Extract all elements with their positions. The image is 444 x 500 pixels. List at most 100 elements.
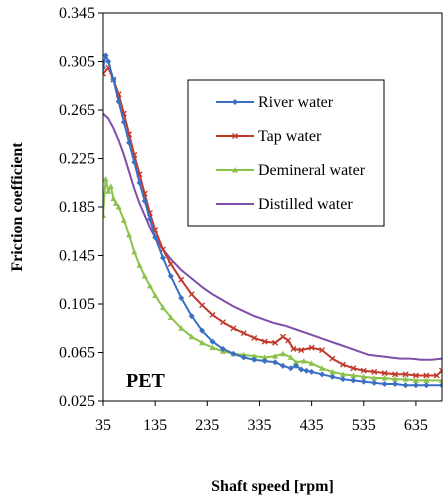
data-point-demineral-water: [439, 377, 442, 383]
data-point-demineral-water: [371, 374, 378, 381]
y-tick-label: 0.305: [59, 54, 95, 71]
data-point-tap-water: [329, 355, 336, 362]
data-point-tap-water: [251, 334, 258, 341]
data-point-river-water: [103, 64, 106, 71]
data-point-river-water: [292, 362, 299, 369]
data-point-river-water: [319, 371, 326, 378]
data-point-tap-water: [167, 260, 174, 267]
y-tick-label: 0.105: [59, 296, 95, 313]
data-point-river-water: [350, 377, 357, 384]
data-point-demineral-water: [103, 212, 106, 218]
data-point-demineral-water: [126, 231, 133, 238]
data-point-tap-water: [103, 70, 106, 77]
data-point-tap-water: [371, 368, 378, 375]
legend-label-distilled-water: Distilled water: [258, 196, 353, 213]
data-point-demineral-water: [279, 350, 286, 357]
data-point-tap-water: [308, 344, 315, 351]
data-point-tap-water: [199, 302, 206, 309]
legend-label-tap-water: Tap water: [258, 128, 322, 145]
data-point-tap-water: [219, 319, 226, 326]
data-point-demineral-water: [287, 354, 294, 360]
data-point-demineral-water: [319, 365, 326, 371]
data-point-demineral-water: [300, 357, 307, 364]
x-tick-label: 135: [143, 417, 167, 434]
data-point-tap-water: [360, 367, 367, 374]
data-point-demineral-water: [178, 325, 185, 331]
data-point-river-water: [412, 382, 419, 389]
data-point-river-water: [329, 373, 336, 380]
data-point-tap-water: [433, 372, 440, 379]
data-point-river-water: [188, 313, 195, 320]
x-tick-label: 535: [352, 417, 376, 434]
data-point-river-water: [272, 359, 279, 366]
x-tick-label: 635: [404, 417, 428, 434]
data-point-river-water: [141, 197, 148, 204]
legend-label-river-water: River water: [258, 94, 334, 111]
data-point-tap-water: [178, 276, 185, 283]
y-tick-label: 0.145: [59, 248, 95, 265]
data-point-tap-water: [412, 372, 419, 379]
series-line-distilled-water: [103, 112, 442, 361]
y-axis-title: Friction coefficient: [9, 142, 26, 272]
data-point-river-water: [159, 254, 166, 261]
legend-marker-tap-water: [232, 133, 238, 139]
data-point-river-water: [105, 58, 112, 65]
data-point-river-water: [167, 273, 174, 280]
data-point-demineral-water: [272, 353, 279, 359]
data-point-river-water: [131, 159, 138, 166]
x-tick-label: 435: [300, 417, 324, 434]
data-point-tap-water: [298, 347, 305, 354]
series-group: [103, 52, 442, 389]
data-point-demineral-water: [146, 282, 153, 289]
data-point-tap-water: [392, 371, 399, 378]
data-point-river-water: [303, 367, 310, 374]
data-point-demineral-water: [423, 377, 430, 383]
data-point-tap-water: [261, 338, 268, 345]
data-point-demineral-water: [308, 360, 315, 366]
x-tick-label: 35: [95, 417, 111, 434]
data-point-river-water: [110, 76, 117, 83]
data-point-river-water: [298, 366, 305, 373]
legend: River water Tap water Demineral water Disti…: [187, 79, 385, 227]
data-point-river-water: [308, 368, 315, 375]
data-point-demineral-water: [329, 368, 336, 375]
data-point-demineral-water: [402, 376, 409, 382]
data-point-tap-water: [188, 291, 195, 298]
data-point-demineral-water: [199, 339, 206, 346]
data-point-tap-water: [272, 339, 279, 346]
data-point-demineral-water: [339, 371, 346, 377]
data-point-demineral-water: [141, 273, 148, 279]
x-tick-label: 235: [195, 417, 219, 434]
data-point-river-water: [115, 98, 122, 105]
data-point-river-water: [136, 179, 143, 186]
data-point-river-water: [178, 294, 185, 301]
y-tick-label: 0.025: [59, 393, 95, 410]
data-point-tap-water: [230, 325, 237, 332]
data-point-river-water: [152, 234, 159, 241]
data-point-river-water: [381, 381, 388, 388]
data-point-river-water: [251, 356, 258, 363]
data-point-tap-water: [240, 330, 247, 337]
data-point-river-water: [439, 382, 442, 389]
legend-marker-river-water: [232, 99, 238, 105]
data-point-tap-water: [279, 333, 286, 340]
axes: 0.025 0.065 0.105 0.145 0.185 0.225 0.265 0.305…: [59, 5, 443, 434]
data-point-demineral-water: [113, 200, 120, 206]
plot-area: [103, 52, 442, 389]
data-point-tap-water: [339, 361, 346, 368]
data-point-demineral-water: [350, 372, 357, 379]
data-point-demineral-water: [167, 314, 174, 320]
data-point-demineral-water: [136, 262, 143, 268]
data-point-river-water: [279, 362, 286, 369]
data-point-demineral-water: [115, 204, 122, 210]
data-point-river-water: [392, 381, 399, 388]
data-point-river-water: [402, 382, 409, 389]
data-point-demineral-water: [360, 373, 367, 380]
data-point-tap-water: [423, 372, 430, 379]
data-point-tap-water: [319, 347, 326, 354]
data-point-tap-water: [402, 371, 409, 378]
data-point-river-water: [261, 357, 268, 364]
data-point-tap-water: [209, 311, 216, 318]
data-point-tap-water: [285, 337, 292, 344]
